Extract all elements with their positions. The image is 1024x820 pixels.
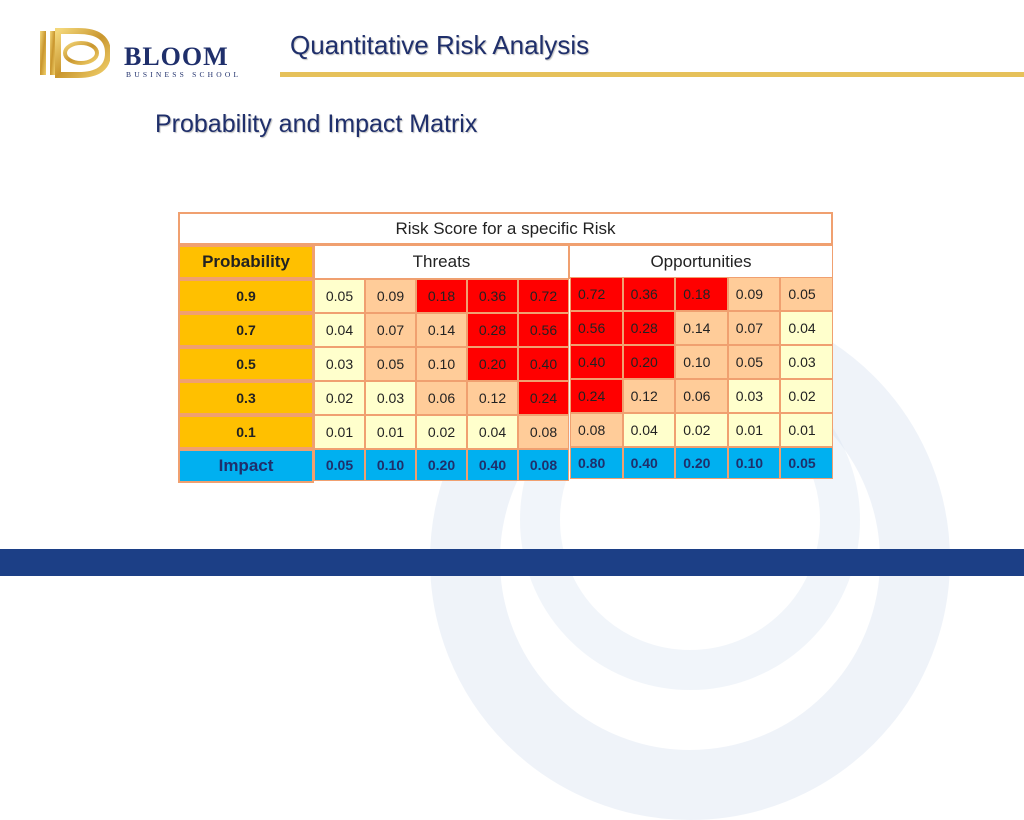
threat-score-cell: 0.36 — [467, 279, 518, 313]
probability-value: 0.5 — [178, 347, 314, 381]
section-title: Probability and Impact Matrix — [155, 110, 478, 138]
opportunity-score-cell: 0.04 — [622, 413, 676, 447]
logo-subtitle: BUSINESS SCHOOL — [126, 70, 242, 79]
opportunity-score-cell: 0.09 — [727, 277, 781, 311]
threat-score-cell: 0.28 — [467, 313, 518, 347]
threat-score-cell: 0.56 — [518, 313, 569, 347]
opportunity-score-cell: 0.07 — [727, 311, 781, 345]
opportunity-score-cell: 0.56 — [570, 311, 623, 345]
probability-header: Probability — [178, 245, 314, 279]
logo-emblem-icon — [40, 28, 110, 78]
threat-score-cell: 0.05 — [365, 347, 416, 381]
opportunity-score-cell: 0.04 — [780, 311, 833, 345]
matrix-title: Risk Score for a specific Risk — [178, 212, 833, 245]
header-divider — [280, 72, 1024, 77]
opportunity-impact-cell: 0.05 — [780, 447, 833, 479]
threat-score-cell: 0.02 — [416, 415, 467, 449]
footer-bar — [0, 549, 1024, 576]
opportunity-score-cell: 0.08 — [570, 413, 623, 447]
threat-score-cell: 0.04 — [467, 415, 518, 449]
opportunity-score-cell: 0.02 — [780, 379, 833, 413]
opportunity-score-cell: 0.72 — [570, 277, 623, 311]
probability-value: 0.9 — [178, 279, 314, 313]
logo: BLOOM BUSINESS SCHOOL — [38, 28, 248, 82]
opportunity-score-cell: 0.36 — [622, 277, 676, 311]
logo-name: BLOOM — [124, 42, 229, 71]
opportunity-impact-cell: 0.20 — [675, 447, 728, 479]
threat-impact-cell: 0.40 — [467, 449, 518, 481]
threat-score-cell: 0.05 — [314, 279, 365, 313]
probability-value: 0.3 — [178, 381, 314, 415]
opportunity-score-cell: 0.28 — [622, 311, 676, 345]
threat-score-cell: 0.20 — [467, 347, 518, 381]
threat-impact-cell: 0.08 — [518, 449, 569, 481]
opportunity-score-cell: 0.20 — [622, 345, 676, 379]
opportunity-score-cell: 0.10 — [675, 345, 728, 379]
opportunity-score-cell: 0.03 — [727, 379, 781, 413]
opportunity-score-cell: 0.01 — [780, 413, 833, 447]
threat-score-cell: 0.03 — [365, 381, 416, 415]
threat-score-cell: 0.04 — [314, 313, 365, 347]
opportunity-score-cell: 0.24 — [570, 379, 623, 413]
threat-score-cell: 0.24 — [518, 381, 569, 415]
opportunity-impact-cell: 0.80 — [570, 447, 623, 479]
threat-score-cell: 0.12 — [467, 381, 518, 415]
threat-score-cell: 0.03 — [314, 347, 365, 381]
opportunity-score-cell: 0.05 — [780, 277, 833, 311]
threat-score-cell: 0.40 — [518, 347, 569, 381]
threat-score-cell: 0.01 — [314, 415, 365, 449]
page-title: Quantitative Risk Analysis — [290, 30, 590, 60]
threat-impact-cell: 0.20 — [416, 449, 467, 481]
threat-score-cell: 0.18 — [416, 279, 467, 313]
probability-value: 0.1 — [178, 415, 314, 449]
opportunity-score-cell: 0.06 — [675, 379, 728, 413]
probability-value: 0.7 — [178, 313, 314, 347]
opportunity-score-cell: 0.03 — [780, 345, 833, 379]
threat-score-cell: 0.08 — [518, 415, 569, 449]
opportunity-score-cell: 0.01 — [727, 413, 781, 447]
threat-impact-cell: 0.10 — [365, 449, 416, 481]
opportunity-score-cell: 0.18 — [675, 277, 728, 311]
threat-score-cell: 0.09 — [365, 279, 416, 313]
opportunity-score-cell: 0.40 — [570, 345, 623, 379]
opportunity-score-cell: 0.12 — [622, 379, 676, 413]
opportunity-score-cell: 0.05 — [727, 345, 781, 379]
threat-score-cell: 0.14 — [416, 313, 467, 347]
opportunity-impact-cell: 0.10 — [727, 447, 781, 479]
opportunities-header: Opportunities — [569, 245, 833, 279]
threat-score-cell: 0.01 — [365, 415, 416, 449]
threats-header: Threats — [314, 245, 569, 279]
opportunity-score-cell: 0.02 — [675, 413, 728, 447]
opportunity-score-cell: 0.14 — [675, 311, 728, 345]
threat-impact-cell: 0.05 — [314, 449, 365, 481]
threat-score-cell: 0.10 — [416, 347, 467, 381]
threat-score-cell: 0.72 — [518, 279, 569, 313]
threat-score-cell: 0.07 — [365, 313, 416, 347]
threat-score-cell: 0.02 — [314, 381, 365, 415]
threat-score-cell: 0.06 — [416, 381, 467, 415]
opportunity-impact-cell: 0.40 — [622, 447, 676, 479]
impact-label: Impact — [178, 449, 314, 483]
